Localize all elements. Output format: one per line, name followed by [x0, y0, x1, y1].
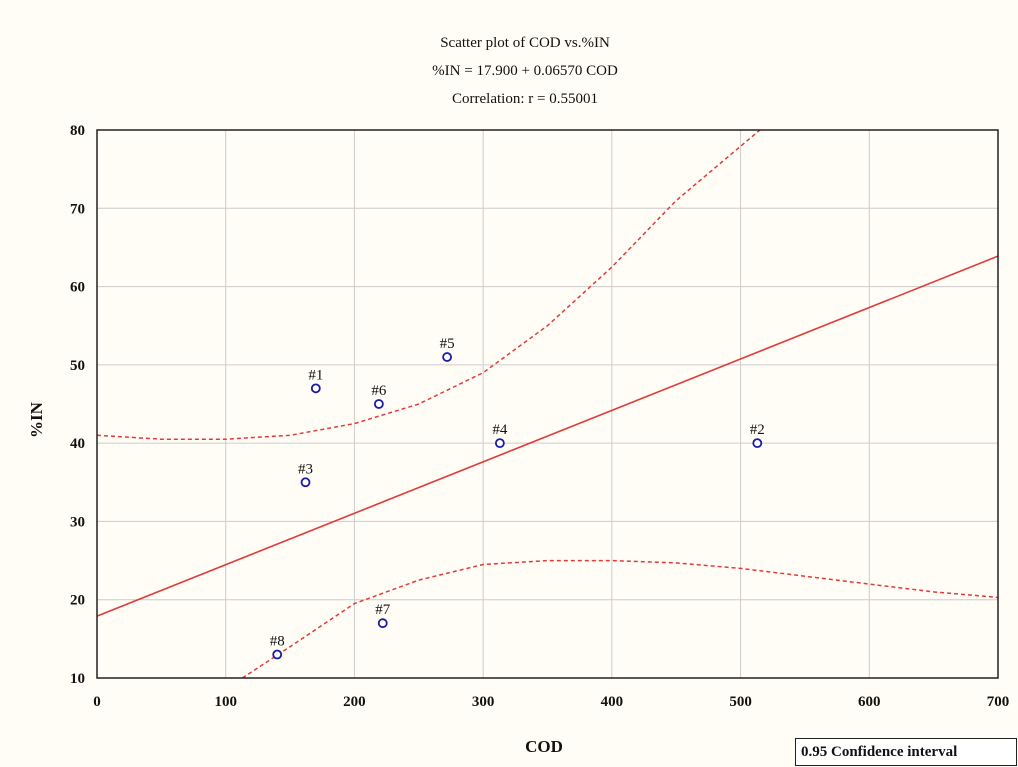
x-tick-label: 200: [343, 694, 366, 710]
data-point: [272, 649, 283, 660]
y-axis-label: %IN: [27, 401, 46, 438]
data-point: [300, 477, 311, 488]
point-label: #6: [371, 383, 387, 399]
y-tick-label: 20: [70, 593, 85, 609]
legend-label: 0.95 Confidence interval: [801, 744, 958, 760]
data-point: [494, 438, 505, 449]
y-tick-label: 80: [70, 123, 85, 139]
y-tick-label: 10: [70, 671, 85, 687]
x-tick-label: 0: [93, 694, 101, 710]
y-tick-label: 50: [70, 358, 85, 374]
x-tick-label: 700: [987, 694, 1010, 710]
x-tick-label: 400: [601, 694, 624, 710]
data-point: [442, 352, 453, 362]
point-label: #7: [375, 602, 391, 618]
confidence-lower-line: [241, 559, 999, 679]
grid: [97, 130, 998, 678]
x-tick-label: 300: [472, 694, 495, 710]
regression-line-group: [96, 255, 999, 617]
correlation-text: Correlation: r = 0.55001: [452, 91, 598, 107]
x-tick-label: 500: [729, 694, 752, 710]
data-point: [377, 618, 388, 629]
tick-labels: 0 100 200 300 400 500 600 700 10 20 30 40 50 60 70 80: [70, 123, 1009, 710]
regression-equation: %IN = 17.900 + 0.06570 COD: [432, 63, 618, 79]
point-label: #4: [492, 422, 508, 438]
point-label: #5: [440, 336, 455, 352]
point-label: #3: [298, 461, 313, 477]
point-label: #8: [270, 634, 285, 650]
y-tick-label: 60: [70, 280, 85, 296]
point-label: #2: [750, 422, 765, 438]
data-point: [310, 383, 321, 394]
y-tick-label: 30: [70, 514, 85, 530]
legend: 0.95 Confidence interval: [795, 738, 1017, 766]
regression-line: [96, 255, 999, 617]
x-tick-label: 600: [858, 694, 881, 710]
data-point: [373, 399, 384, 409]
data-points: #1 #2 #3 #4 #5 #6 #7 #8: [270, 336, 765, 660]
data-point: [752, 438, 763, 449]
y-tick-label: 70: [70, 201, 85, 217]
x-tick-label: 100: [214, 694, 237, 710]
plot-area-frame: [96, 129, 999, 679]
confidence-upper-line: [96, 129, 761, 440]
x-axis-label: COD: [525, 737, 563, 756]
chart-title: Scatter plot of COD vs.%IN: [440, 35, 610, 51]
point-label: #1: [308, 367, 323, 383]
y-tick-label: 40: [70, 436, 85, 452]
confidence-bands: [96, 129, 999, 679]
